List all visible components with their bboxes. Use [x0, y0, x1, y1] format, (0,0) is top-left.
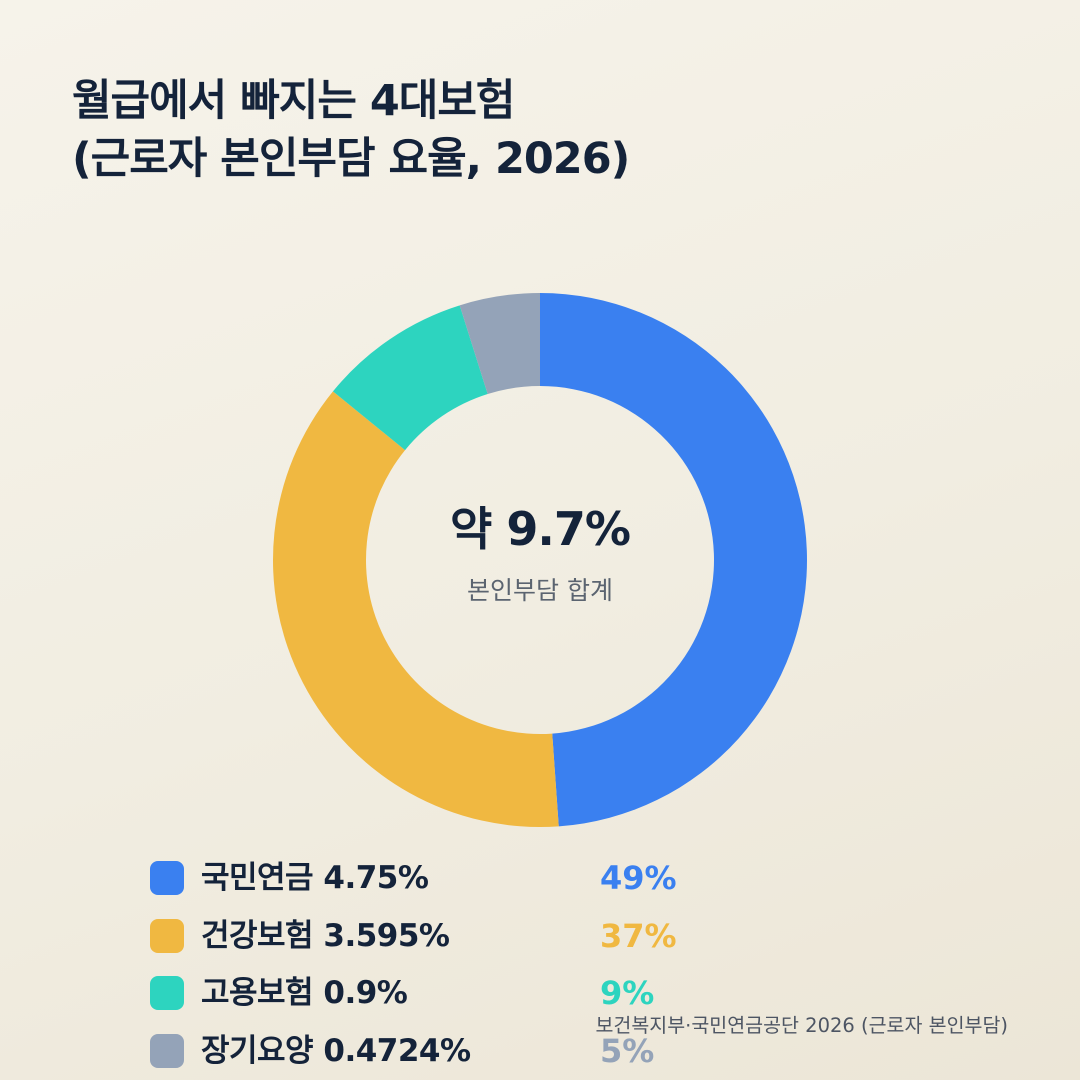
legend-label: 국민연금 4.75% — [201, 860, 429, 896]
legend-label: 장기요양 0.4724% — [201, 1032, 471, 1069]
chart-title: 월급에서 빠지는 4대보험 (근로자 본인부담 요율, 2026) — [72, 72, 630, 188]
donut-center-label: 본인부담 합계 — [467, 576, 613, 605]
legend-swatch — [150, 1033, 184, 1068]
source-note: 보건복지부·국민연금공단 2026 (근로자 본인부담) — [595, 1014, 1008, 1037]
legend-share: 49% — [600, 859, 677, 897]
legend-share: 5% — [600, 1031, 655, 1070]
slice-health-insurance — [272, 391, 559, 827]
legend-item-health: 건강보험 3.595% 37% — [150, 908, 710, 966]
chart-title-line-2: (근로자 본인부담 요율, 2026) — [72, 134, 630, 184]
chart-title-line-1: 월급에서 빠지는 4대보험 — [72, 76, 515, 126]
donut-slices — [272, 293, 808, 827]
legend-item-long-term-care: 장기요양 0.4724% 5% — [150, 1023, 710, 1080]
legend-swatch — [150, 918, 184, 953]
chart-legend: 국민연금 4.75% 49% 건강보험 3.595% 37% 고용보험 0.9%… — [150, 850, 710, 1080]
legend-label: 건강보험 3.595% — [201, 917, 450, 954]
legend-item-employment: 고용보험 0.9% 9% — [150, 965, 710, 1023]
legend-swatch — [150, 976, 184, 1010]
slice-employment-insurance — [332, 305, 488, 451]
legend-swatch — [150, 861, 184, 895]
legend-label: 고용보험 0.9% — [201, 975, 408, 1011]
legend-share: 37% — [600, 916, 677, 955]
legend-item-pension: 국민연금 4.75% 49% — [150, 850, 710, 908]
legend-share: 9% — [600, 974, 655, 1012]
slice-long-term-care — [459, 293, 540, 395]
slice-national-pension — [540, 293, 808, 827]
donut-center-value: 약 9.7% — [450, 502, 630, 556]
